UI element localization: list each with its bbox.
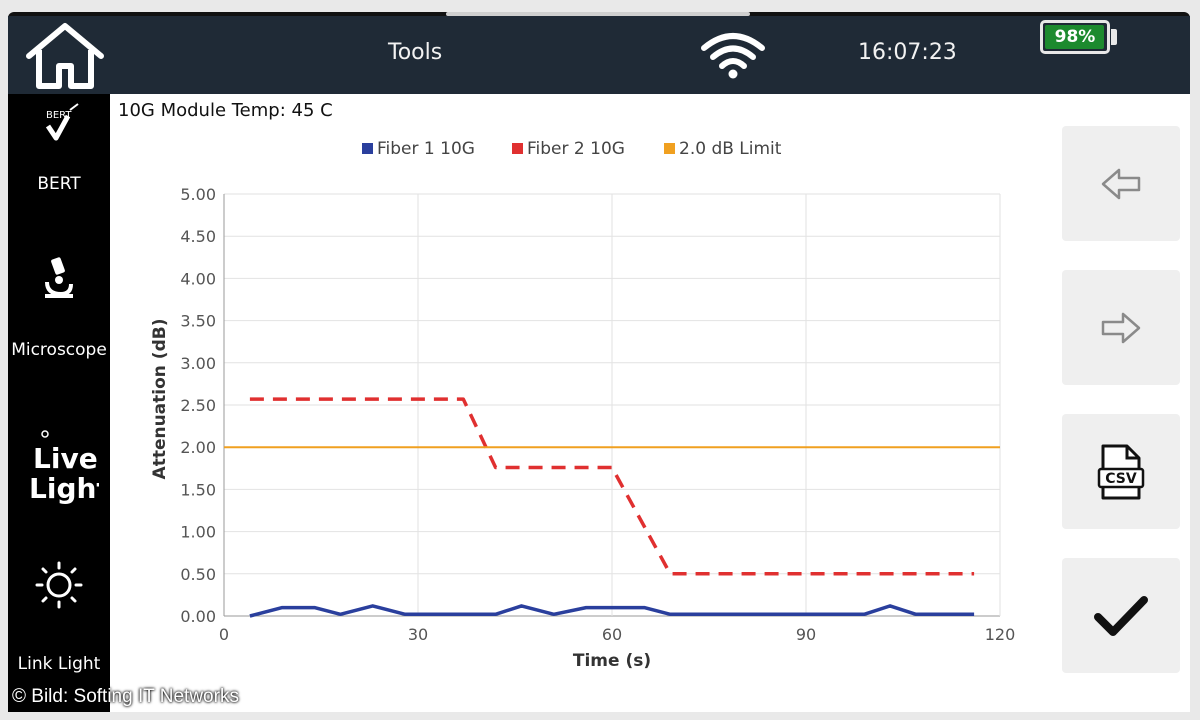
y-tick-label: 2.00 (180, 438, 216, 457)
y-tick-label: 5.00 (180, 185, 216, 204)
next-button[interactable] (1062, 270, 1180, 385)
home-icon (26, 23, 104, 89)
arrow-left-icon (1101, 168, 1141, 199)
y-tick-label: 3.00 (180, 354, 216, 373)
x-tick-label: 0 (219, 625, 229, 644)
export-csv-button[interactable]: CSV (1062, 414, 1180, 529)
battery-percent: 98% (1054, 27, 1096, 47)
series-line (249, 604, 975, 618)
watermark: © Bild: Softing IT Networks (12, 686, 239, 707)
y-tick-label: 1.50 (180, 480, 216, 499)
sidebar-item-label: BERT (37, 174, 81, 194)
sidebar: BERT BERT Microscope Live Light (8, 94, 110, 712)
live-light-icon: Live Light (29, 430, 99, 505)
battery-tip (1111, 29, 1117, 45)
y-tick-label: 3.50 (180, 312, 216, 331)
y-tick-label: 2.50 (180, 396, 216, 415)
sun-icon (35, 561, 83, 609)
legend-swatch (362, 143, 373, 154)
main-content: 10G Module Temp: 45 C 0.00 0.50 1.00 1.50 2.… (110, 94, 1190, 712)
legend-label: Fiber 2 10G (527, 139, 625, 159)
bert-icon: BERT (45, 103, 79, 141)
x-tick-label: 30 (408, 625, 428, 644)
svg-text:CSV: CSV (1105, 471, 1137, 487)
checkmark-icon (1094, 595, 1148, 636)
battery-indicator: 98% (1040, 20, 1110, 54)
previous-button[interactable] (1062, 126, 1180, 241)
y-tick-label: 4.00 (180, 269, 216, 288)
confirm-button[interactable] (1062, 558, 1180, 673)
module-temp: 10G Module Temp: 45 C (118, 100, 333, 121)
x-tick-label: 120 (985, 625, 1016, 644)
legend-label: 2.0 dB Limit (679, 139, 782, 159)
csv-file-icon: CSV (1097, 444, 1145, 499)
sidebar-item-label: Microscope (11, 340, 107, 360)
attenuation-chart: 0.00 0.50 1.00 1.50 2.00 2.50 3.00 3.50 4.00 4.50… (150, 139, 1016, 671)
series-line (249, 397, 975, 576)
sidebar-item-link-light[interactable]: Link Light (8, 560, 110, 674)
x-axis-title: Time (s) (573, 651, 651, 671)
svg-text:BERT: BERT (46, 110, 72, 121)
microscope-icon (45, 257, 73, 298)
arrow-right-icon (1101, 312, 1141, 343)
y-tick-label: 4.50 (180, 227, 216, 246)
y-axis-title: Attenuation (dB) (150, 319, 170, 480)
clock: 16:07:23 (858, 40, 957, 65)
sidebar-item-microscope[interactable]: Microscope (8, 254, 110, 360)
home-button[interactable] (20, 20, 110, 92)
svg-text:Live: Live (33, 442, 98, 475)
wifi-icon (701, 33, 765, 79)
y-tick-label: 0.50 (180, 565, 216, 584)
legend-label: Fiber 1 10G (377, 139, 475, 159)
page-title: Tools (388, 40, 443, 65)
legend-swatch (664, 143, 675, 154)
battery-fill (1045, 25, 1104, 49)
x-tick-label: 60 (602, 625, 622, 644)
device-notch (446, 12, 750, 16)
y-tick-label: 1.00 (180, 523, 216, 542)
svg-text:Light: Light (29, 472, 99, 505)
sidebar-item-live-light[interactable]: Live Light (8, 428, 110, 508)
y-tick-label: 0.00 (180, 607, 216, 626)
x-tick-label: 90 (796, 625, 816, 644)
sidebar-item-label: Link Light (17, 654, 101, 674)
legend-swatch (512, 143, 523, 154)
top-bar: Tools 16:07:23 (8, 16, 1190, 94)
sidebar-item-bert[interactable]: BERT BERT (8, 102, 110, 194)
